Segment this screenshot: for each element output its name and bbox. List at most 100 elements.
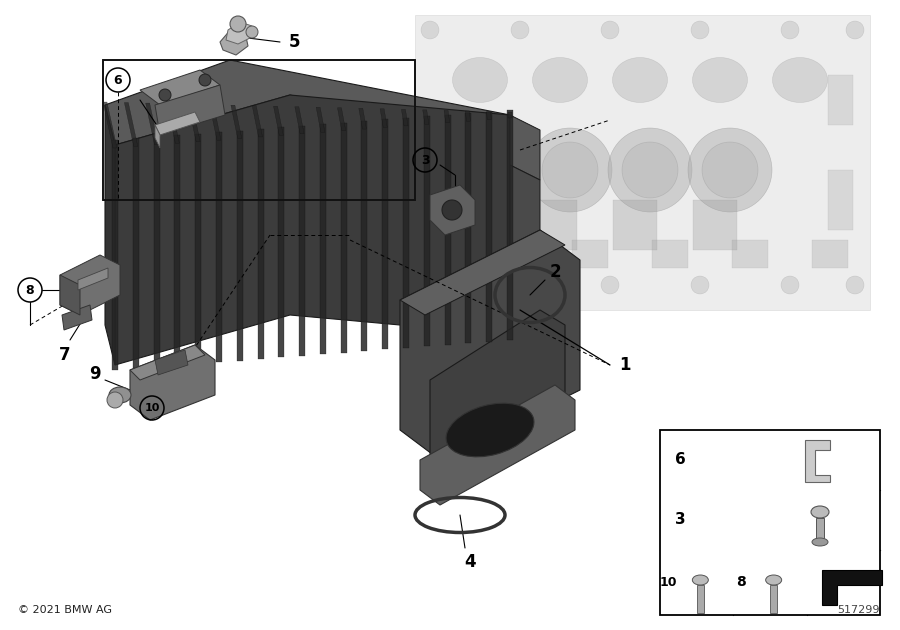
Polygon shape bbox=[257, 129, 264, 359]
Bar bbox=[660, 430, 880, 615]
Polygon shape bbox=[508, 112, 512, 118]
Ellipse shape bbox=[692, 57, 748, 103]
Circle shape bbox=[511, 21, 529, 39]
Bar bbox=[613, 200, 657, 250]
Circle shape bbox=[608, 128, 692, 212]
Bar bbox=[533, 200, 577, 250]
Text: 10: 10 bbox=[144, 403, 159, 413]
Polygon shape bbox=[112, 140, 118, 370]
Polygon shape bbox=[146, 103, 158, 145]
Circle shape bbox=[462, 142, 518, 198]
Text: 3: 3 bbox=[675, 512, 685, 527]
Polygon shape bbox=[316, 107, 325, 132]
Polygon shape bbox=[62, 305, 92, 330]
Polygon shape bbox=[400, 230, 565, 315]
Text: 517299: 517299 bbox=[838, 605, 880, 615]
Circle shape bbox=[702, 142, 758, 198]
Circle shape bbox=[448, 128, 532, 212]
Polygon shape bbox=[430, 310, 565, 490]
Polygon shape bbox=[338, 108, 346, 130]
Polygon shape bbox=[507, 110, 513, 340]
Polygon shape bbox=[403, 118, 410, 348]
Polygon shape bbox=[60, 255, 120, 315]
Polygon shape bbox=[252, 106, 263, 137]
Circle shape bbox=[846, 21, 864, 39]
Polygon shape bbox=[115, 95, 510, 365]
Ellipse shape bbox=[772, 57, 827, 103]
Polygon shape bbox=[124, 103, 138, 146]
Polygon shape bbox=[430, 185, 475, 235]
Text: 1: 1 bbox=[619, 356, 631, 374]
Polygon shape bbox=[216, 132, 222, 362]
Polygon shape bbox=[105, 105, 115, 365]
Bar bbox=[652, 240, 688, 268]
Polygon shape bbox=[380, 109, 387, 127]
Polygon shape bbox=[445, 115, 451, 345]
Polygon shape bbox=[78, 268, 108, 290]
Circle shape bbox=[421, 21, 439, 39]
Polygon shape bbox=[154, 137, 159, 367]
Bar bbox=[426, 154, 454, 176]
Polygon shape bbox=[510, 165, 540, 350]
Circle shape bbox=[230, 16, 246, 32]
Circle shape bbox=[159, 89, 171, 101]
Polygon shape bbox=[382, 120, 388, 350]
Polygon shape bbox=[175, 135, 180, 365]
Ellipse shape bbox=[692, 575, 708, 585]
Polygon shape bbox=[320, 124, 326, 354]
Ellipse shape bbox=[109, 387, 131, 403]
Polygon shape bbox=[278, 127, 284, 357]
Bar bbox=[770, 585, 778, 613]
Text: 3: 3 bbox=[420, 154, 429, 166]
Polygon shape bbox=[226, 22, 252, 44]
Polygon shape bbox=[299, 126, 305, 356]
Bar bbox=[103, 60, 415, 200]
Bar bbox=[417, 240, 453, 268]
Polygon shape bbox=[155, 125, 160, 148]
Polygon shape bbox=[465, 113, 472, 343]
Polygon shape bbox=[415, 15, 870, 310]
Polygon shape bbox=[423, 110, 428, 124]
Circle shape bbox=[542, 142, 598, 198]
Polygon shape bbox=[237, 130, 243, 360]
Polygon shape bbox=[155, 112, 200, 135]
Text: 5: 5 bbox=[289, 33, 301, 51]
Circle shape bbox=[246, 26, 258, 38]
Polygon shape bbox=[510, 115, 540, 180]
Circle shape bbox=[691, 276, 709, 294]
Polygon shape bbox=[420, 385, 575, 505]
Ellipse shape bbox=[453, 57, 508, 103]
Polygon shape bbox=[133, 139, 139, 369]
Polygon shape bbox=[359, 108, 366, 129]
Polygon shape bbox=[155, 85, 225, 135]
Ellipse shape bbox=[812, 538, 828, 546]
Circle shape bbox=[688, 128, 772, 212]
Circle shape bbox=[528, 128, 612, 212]
Bar bbox=[572, 240, 608, 268]
Polygon shape bbox=[822, 570, 882, 605]
Bar bbox=[426, 109, 454, 131]
Polygon shape bbox=[130, 345, 205, 380]
Text: © 2021 BMW AG: © 2021 BMW AG bbox=[18, 605, 112, 615]
Polygon shape bbox=[444, 110, 450, 123]
Polygon shape bbox=[105, 60, 520, 150]
Ellipse shape bbox=[766, 575, 782, 585]
Polygon shape bbox=[220, 28, 248, 55]
Polygon shape bbox=[362, 121, 367, 351]
Polygon shape bbox=[166, 103, 179, 143]
Polygon shape bbox=[130, 345, 215, 420]
Text: 6: 6 bbox=[113, 74, 122, 86]
Polygon shape bbox=[486, 112, 492, 341]
Bar bbox=[828, 75, 853, 125]
Bar bbox=[816, 518, 824, 543]
Circle shape bbox=[199, 74, 211, 86]
Polygon shape bbox=[295, 106, 304, 134]
Bar bbox=[732, 240, 768, 268]
Ellipse shape bbox=[613, 57, 668, 103]
Circle shape bbox=[601, 276, 619, 294]
Polygon shape bbox=[401, 110, 408, 126]
Bar bbox=[453, 200, 497, 250]
Bar bbox=[492, 240, 528, 268]
Polygon shape bbox=[188, 104, 200, 142]
Circle shape bbox=[421, 276, 439, 294]
